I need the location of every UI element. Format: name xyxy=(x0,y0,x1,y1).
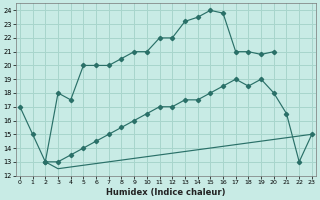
X-axis label: Humidex (Indice chaleur): Humidex (Indice chaleur) xyxy=(106,188,226,197)
